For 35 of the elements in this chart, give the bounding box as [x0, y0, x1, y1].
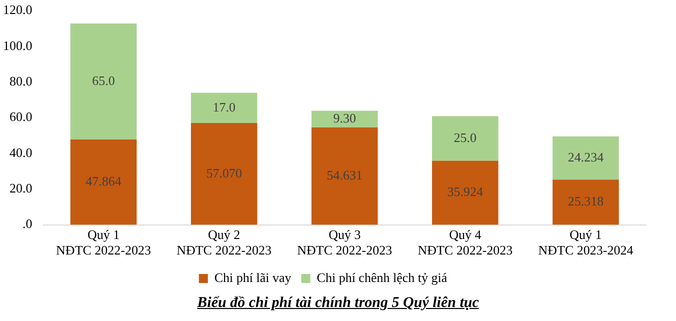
x-tick-label: Quý 4 NĐTC 2022-2023 — [418, 227, 513, 258]
y-tick-label: 60.0 — [10, 109, 32, 124]
y-tick-label: 100.0 — [3, 38, 32, 53]
data-label: 17.0 — [212, 99, 236, 114]
x-tick-label: Quý 1 NĐTC 2022-2023 — [56, 227, 152, 258]
text: Biểu đồ chi phí tài chính trong 5 Quý liên tục — [196, 295, 480, 312]
bar — [70, 24, 137, 140]
data-label: 35.924 — [447, 184, 484, 200]
legend-label: Chi phí lãi vay — [214, 270, 292, 285]
bar — [311, 127, 378, 225]
x-tick-label: Quý 1 NĐTC 2023-2024 — [538, 227, 634, 258]
y-tick-label: 40.0 — [10, 144, 32, 160]
y-tick-label: 120.0 — [3, 2, 32, 18]
y-tick-label: .0 — [22, 216, 32, 232]
bar — [432, 160, 498, 225]
bar — [190, 123, 258, 225]
x-tick-label: Quý 2 NĐTC 2022-2023 — [176, 227, 272, 258]
data-label: 24.234 — [568, 149, 604, 164]
data-label: 9.30 — [333, 110, 356, 126]
data-label: 54.631 — [326, 168, 362, 183]
bar — [552, 136, 619, 180]
data-label: 47.864 — [86, 174, 122, 189]
bar — [190, 92, 258, 124]
y-tick-label: 20.0 — [10, 180, 32, 196]
bar — [70, 139, 137, 225]
bar — [432, 116, 498, 161]
data-label: 25.318 — [568, 194, 604, 209]
data-label: 57.070 — [206, 165, 242, 180]
data-label: 65.0 — [92, 72, 115, 88]
data-label: 25.0 — [454, 130, 477, 145]
bar — [311, 110, 378, 128]
bar — [552, 180, 619, 225]
x-tick-label: Quý 3 NĐTC 2022-2023 — [297, 227, 392, 258]
y-tick-label: 80.0 — [10, 74, 32, 89]
legend-label: Chi phí chênh lệch tỷ giá — [316, 270, 448, 285]
